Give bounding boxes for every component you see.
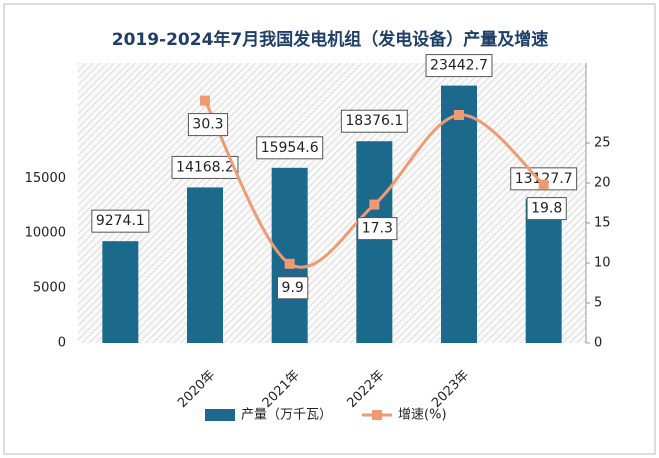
line-label: 19.8 xyxy=(531,201,562,217)
y-tick-label: 10000 xyxy=(25,226,66,241)
y2-tick-label: 5 xyxy=(594,296,602,311)
line-label: 30.3 xyxy=(192,117,223,133)
y2-tick-label: 0 xyxy=(594,336,602,351)
line-label-box xyxy=(357,217,398,241)
legend-label: 产量（万千瓦） xyxy=(241,408,332,423)
bar-label: 14168.2 xyxy=(176,159,234,175)
bar-label: 23442.7 xyxy=(430,58,488,74)
bar xyxy=(441,85,477,343)
bar-label: 13127.7 xyxy=(515,171,573,187)
y-tick-label: 15000 xyxy=(25,171,66,186)
legend-label: 增速(%) xyxy=(398,408,447,423)
bar-label-box xyxy=(425,54,493,78)
y-tick-label: 0 xyxy=(58,336,66,351)
line-marker xyxy=(369,199,380,210)
bar xyxy=(102,241,139,343)
line-label-box xyxy=(277,276,309,300)
chart-title: 2019-2024年7月我国发电机组（发电设备）产量及增速 xyxy=(112,29,549,50)
y2-tick-label: 25 xyxy=(594,136,611,151)
y2-tick-label: 20 xyxy=(594,176,611,191)
bar-label: 9274.1 xyxy=(96,213,145,229)
bar-label-box xyxy=(171,155,239,179)
y2-tick-label: 15 xyxy=(594,216,611,231)
bar-label-box xyxy=(340,109,408,133)
bar-label: 18376.1 xyxy=(345,113,403,129)
legend-swatch xyxy=(205,409,235,421)
bar xyxy=(187,187,223,343)
line-label: 17.3 xyxy=(362,221,393,237)
bar xyxy=(356,141,393,343)
line-marker xyxy=(284,258,295,269)
line-marker xyxy=(200,95,210,106)
plot-area xyxy=(78,63,586,343)
bar-label-box xyxy=(510,167,578,191)
bar-label-box xyxy=(256,136,324,160)
bar xyxy=(525,198,562,343)
line-label-box xyxy=(526,197,567,221)
y2-tick-label: 10 xyxy=(594,256,611,271)
bar-label: 15954.6 xyxy=(261,140,319,156)
line-label: 9.9 xyxy=(282,280,304,296)
line-marker xyxy=(538,179,549,190)
line-marker xyxy=(454,110,464,120)
legend-swatch xyxy=(372,410,383,420)
y-tick-label: 5000 xyxy=(33,281,66,296)
bar xyxy=(271,167,308,343)
line-label-box xyxy=(187,113,229,137)
bar-label-box xyxy=(91,209,150,233)
